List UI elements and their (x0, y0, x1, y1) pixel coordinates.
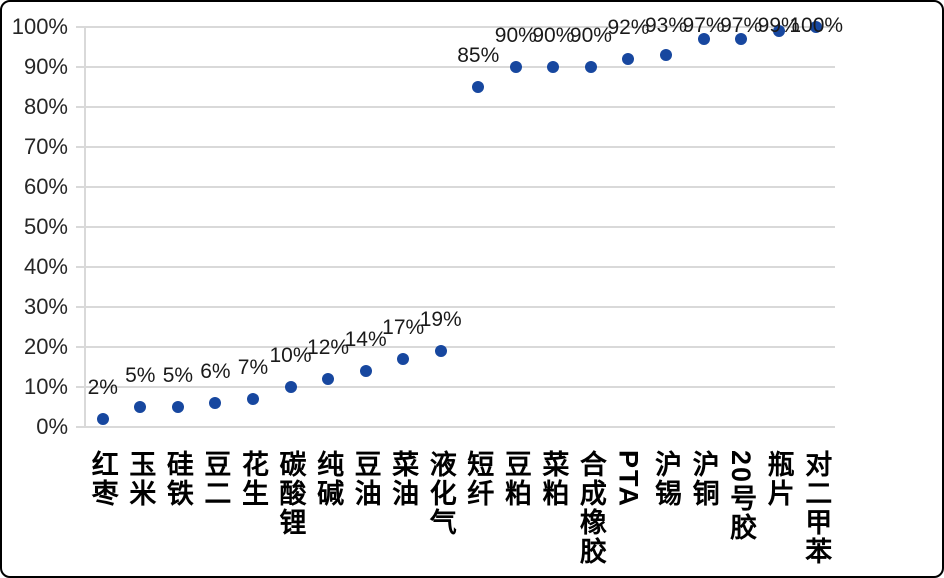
data-point-label: 85% (457, 44, 500, 67)
data-point-label: 19% (419, 308, 462, 331)
data-point (171, 401, 184, 413)
data-point (772, 25, 785, 37)
x-category-label: 花生 (237, 450, 268, 508)
y-axis-tick (76, 106, 84, 108)
data-point (810, 21, 823, 33)
data-point-label: 5% (162, 364, 194, 387)
data-point (509, 61, 522, 73)
data-point-label: 90% (532, 24, 575, 47)
y-tick-label: 100% (11, 14, 68, 39)
x-category-label: 碳酸锂 (275, 450, 306, 537)
data-point-label: 93% (645, 14, 688, 37)
y-axis-tick (76, 306, 84, 308)
data-point-label: 99% (757, 14, 800, 37)
data-point (584, 61, 597, 73)
y-tick-label: 50% (23, 214, 68, 239)
data-point (735, 33, 748, 45)
x-category-label: 沪锡 (651, 450, 682, 508)
data-point-label: 92% (607, 16, 650, 39)
data-point (660, 49, 673, 61)
y-tick-label: 0% (36, 414, 68, 439)
data-point (209, 397, 222, 409)
data-point-label: 12% (307, 336, 350, 359)
x-category-label: 豆粕 (500, 450, 531, 508)
data-point (359, 365, 372, 377)
x-category-label: 沪铜 (688, 450, 719, 508)
data-point-label: 100% (789, 14, 844, 37)
data-point (397, 353, 410, 365)
data-point (547, 61, 560, 73)
x-category-label: 豆油 (350, 450, 381, 508)
x-category-label: 菜粕 (538, 450, 569, 508)
y-gridline (84, 306, 835, 308)
x-category-label: 合成橡胶 (575, 450, 606, 566)
y-axis-line (84, 27, 86, 427)
y-axis-tick (76, 386, 84, 388)
x-category-label: PTA (613, 450, 644, 508)
data-point (622, 53, 635, 65)
x-category-label: 纯碱 (313, 450, 344, 508)
data-point (472, 81, 485, 93)
data-point-label: 14% (344, 328, 387, 351)
data-point-label: 6% (200, 360, 231, 383)
data-point-label: 2% (87, 376, 118, 399)
x-category-label: 玉米 (125, 450, 156, 508)
x-category-label: 菜油 (388, 450, 419, 508)
data-point (246, 393, 259, 405)
y-axis-tick (76, 26, 84, 28)
y-gridline (84, 26, 835, 28)
y-axis-tick (76, 346, 84, 348)
y-axis-tick (76, 426, 84, 428)
x-category-label: 对二甲苯 (801, 450, 832, 566)
data-point (434, 345, 447, 357)
y-gridline (84, 186, 835, 188)
y-gridline (84, 426, 835, 428)
data-point-label: 5% (125, 364, 156, 387)
x-category-label: 红枣 (87, 450, 118, 508)
data-point (284, 381, 297, 393)
y-tick-label: 20% (23, 334, 68, 359)
y-gridline (84, 106, 835, 108)
y-axis-tick (76, 146, 84, 148)
data-point (322, 373, 335, 385)
data-point-label: 10% (269, 344, 312, 367)
y-axis-tick (76, 186, 84, 188)
data-point (134, 401, 147, 413)
y-tick-label: 70% (23, 134, 68, 159)
y-axis-tick (76, 226, 84, 228)
data-point-label: 17% (382, 316, 425, 339)
x-category-label: 瓶片 (763, 450, 794, 508)
x-category-label: 20号胶 (726, 450, 757, 543)
data-point-label: 90% (494, 24, 537, 47)
y-tick-label: 40% (23, 254, 68, 279)
y-tick-label: 80% (23, 94, 68, 119)
x-category-label: 液化气 (425, 450, 456, 537)
y-gridline (84, 226, 835, 228)
x-category-label: 豆二 (200, 450, 231, 508)
y-gridline (84, 146, 835, 148)
data-point-label: 90% (569, 24, 612, 47)
y-gridline (84, 346, 835, 348)
y-tick-label: 90% (23, 54, 68, 79)
data-point (96, 413, 109, 425)
data-point-label: 97% (720, 14, 763, 37)
y-axis-tick (76, 66, 84, 68)
x-category-label: 硅铁 (162, 450, 193, 508)
x-category-label: 短纤 (463, 450, 494, 508)
data-point-label: 7% (237, 356, 269, 379)
y-tick-label: 10% (23, 374, 68, 399)
y-gridline (84, 66, 835, 68)
y-gridline (84, 386, 835, 388)
y-gridline (84, 266, 835, 268)
y-tick-label: 60% (23, 174, 68, 199)
y-tick-label: 30% (23, 294, 68, 319)
data-point-label: 97% (682, 14, 725, 37)
data-point (697, 33, 710, 45)
y-axis-tick (76, 266, 84, 268)
